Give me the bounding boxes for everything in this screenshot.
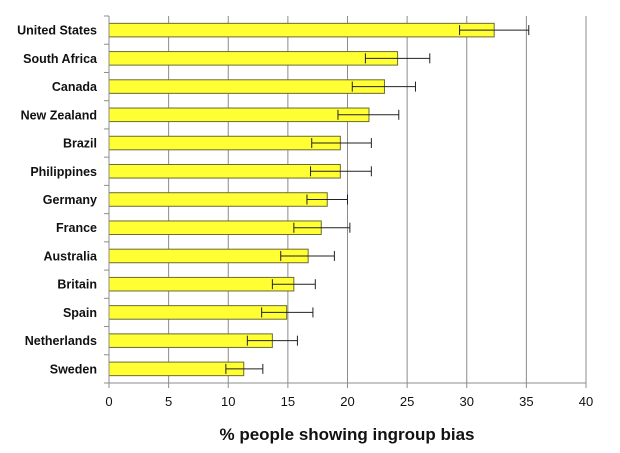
category-label: Spain <box>63 306 97 320</box>
axes <box>104 15 587 388</box>
bars <box>108 22 495 377</box>
category-label: France <box>56 221 97 235</box>
bar <box>108 163 341 179</box>
bar <box>108 51 399 66</box>
bar <box>108 107 370 123</box>
category-label: United States <box>17 24 97 38</box>
bar <box>108 79 385 94</box>
category-label: Philippines <box>30 165 97 179</box>
bar <box>108 22 495 38</box>
bar <box>108 361 245 377</box>
x-tick-labels: 0 5 10 15 20 25 30 35 40 <box>105 394 593 409</box>
category-label: Germany <box>43 193 97 207</box>
category-label: New Zealand <box>21 108 97 122</box>
category-label: Canada <box>52 80 98 94</box>
category-label: Netherlands <box>25 334 97 348</box>
bar <box>108 305 288 320</box>
category-label: Sweden <box>50 362 97 376</box>
bar <box>108 135 341 151</box>
category-label: South Africa <box>23 52 98 66</box>
bar <box>108 248 309 264</box>
bar <box>108 220 322 236</box>
x-tick-label: 35 <box>519 394 533 409</box>
error-bars <box>225 25 530 374</box>
category-label: Brazil <box>63 137 97 151</box>
category-labels: United States South Africa Canada New Zeala… <box>17 24 98 377</box>
x-tick-label: 40 <box>579 394 593 409</box>
x-tick-label: 10 <box>221 394 235 409</box>
x-tick-label: 25 <box>400 394 414 409</box>
x-tick-label: 0 <box>105 394 112 409</box>
x-axis-title: % people showing ingroup bias <box>219 425 474 444</box>
x-tick-label: 5 <box>165 394 172 409</box>
category-label: Australia <box>44 249 99 263</box>
bar <box>108 276 295 292</box>
x-tick-label: 15 <box>281 394 295 409</box>
bar <box>108 192 328 207</box>
category-label: Britain <box>57 278 97 292</box>
x-tick-label: 30 <box>460 394 474 409</box>
x-tick-label: 20 <box>340 394 354 409</box>
